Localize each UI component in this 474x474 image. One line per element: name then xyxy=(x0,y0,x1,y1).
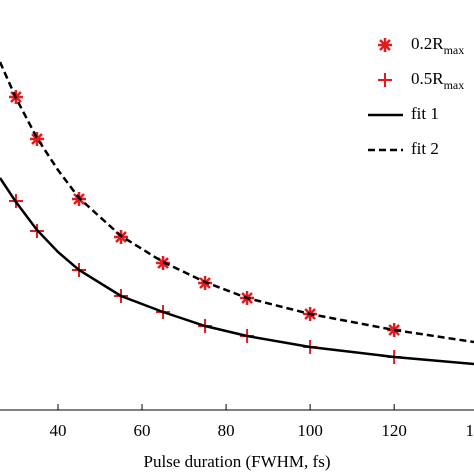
legend-item: fit 2 xyxy=(368,139,439,158)
fit-line xyxy=(0,61,474,344)
x-tick-label: 100 xyxy=(297,421,323,440)
fit-line xyxy=(0,177,474,366)
legend-item: 0.5Rmax xyxy=(378,69,464,92)
asterisk-stroke xyxy=(31,133,43,145)
legend-label: fit 2 xyxy=(411,139,439,158)
legend-item: 0.2Rmax xyxy=(378,34,464,57)
legend-item: fit 1 xyxy=(368,104,439,123)
legend-label: fit 1 xyxy=(411,104,439,123)
x-tick-label: 40 xyxy=(49,421,66,440)
asterisk-stroke xyxy=(379,39,391,51)
legend-label: 0.5Rmax xyxy=(411,69,464,92)
legend-label: 0.2Rmax xyxy=(411,34,464,57)
x-tick-label: 120 xyxy=(381,421,407,440)
x-tick-label: 60 xyxy=(134,421,151,440)
x-tick-label: 140 xyxy=(465,421,474,440)
x-tick-label: 80 xyxy=(218,421,235,440)
x-axis-label: Pulse duration (FWHM, fs) xyxy=(144,452,331,471)
